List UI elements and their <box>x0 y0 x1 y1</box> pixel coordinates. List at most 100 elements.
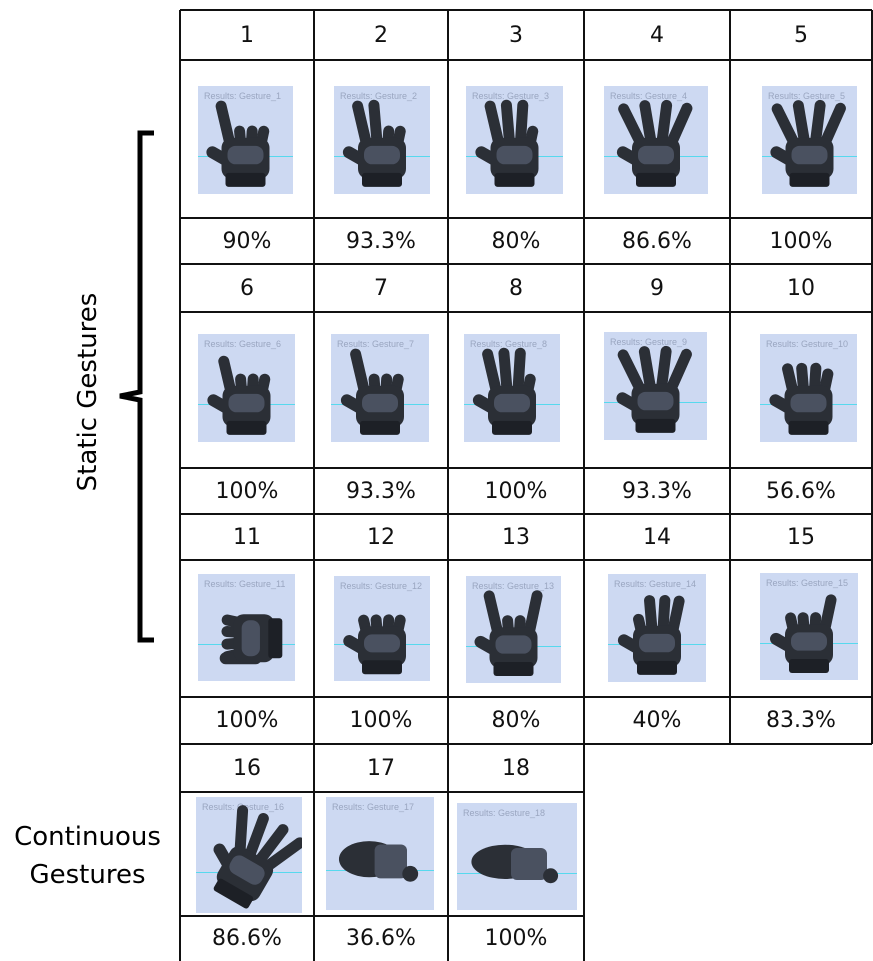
gesture-accuracy: 93.3% <box>346 228 416 254</box>
grid-hline <box>180 217 872 219</box>
gesture-number: 13 <box>502 524 530 550</box>
glove-hand-icon <box>213 805 302 909</box>
gesture-accuracy: 90% <box>222 228 272 254</box>
gesture-number: 15 <box>787 524 815 550</box>
gesture-caption: Results: Gesture_18 <box>463 808 546 818</box>
gesture-thumbnail: Results: Gesture_1 <box>198 86 293 194</box>
gesture-number: 5 <box>794 22 808 48</box>
glove-hand-icon <box>471 844 559 884</box>
gesture-number: 9 <box>650 275 664 301</box>
grid-hline <box>180 743 872 745</box>
gesture-number: 17 <box>367 755 395 781</box>
gesture-caption: Results: Gesture_6 <box>204 339 282 349</box>
glove-hand-icon <box>474 590 543 677</box>
gesture-accuracy: 86.6% <box>212 926 282 951</box>
gesture-number: 18 <box>502 755 530 781</box>
gesture-number: 8 <box>509 275 523 301</box>
gesture-number: 2 <box>374 22 388 48</box>
gesture-number: 16 <box>233 755 261 781</box>
gesture-thumbnail: Results: Gesture_2 <box>334 86 430 194</box>
gesture-accuracy: 83.3% <box>766 708 836 733</box>
glove-hand-icon <box>475 99 539 187</box>
gesture-number: 3 <box>509 22 523 48</box>
gesture-caption: Results: Gesture_3 <box>472 91 550 101</box>
grid-vline <box>313 10 315 961</box>
gesture-number: 1 <box>240 22 254 48</box>
glove-hand-icon <box>207 355 271 435</box>
grid-hline <box>180 791 584 793</box>
gesture-thumbnail: Results: Gesture_3 <box>466 86 563 194</box>
gesture-accuracy: 80% <box>491 708 541 733</box>
gesture-caption: Results: Gesture_9 <box>610 337 688 347</box>
gesture-number: 6 <box>240 275 254 301</box>
gesture-accuracy: 100% <box>349 708 413 733</box>
gesture-accuracy: 100% <box>484 478 548 504</box>
glove-hand-icon <box>616 345 692 433</box>
gesture-thumbnail: Results: Gesture_17 <box>326 797 434 910</box>
gesture-caption: Results: Gesture_12 <box>340 581 423 591</box>
gesture-accuracy: 80% <box>491 228 541 254</box>
gesture-accuracy: 100% <box>484 926 548 951</box>
grid-vline <box>179 10 181 961</box>
continuous-label-line2: Gestures <box>29 860 146 890</box>
glove-hand-icon <box>338 841 419 882</box>
static-gestures-brace <box>119 130 154 643</box>
gesture-accuracy: 93.3% <box>622 478 692 504</box>
gesture-caption: Results: Gesture_4 <box>610 91 688 101</box>
gesture-caption: Results: Gesture_5 <box>768 91 846 101</box>
grid-hline <box>180 263 872 265</box>
grid-hline <box>180 59 872 61</box>
gesture-caption: Results: Gesture_7 <box>337 339 415 349</box>
gesture-thumbnail: Results: Gesture_18 <box>457 803 577 910</box>
grid-hline <box>180 915 584 917</box>
gesture-caption: Results: Gesture_8 <box>470 339 548 349</box>
gesture-accuracy: 100% <box>215 478 279 504</box>
gesture-thumbnail: Results: Gesture_6 <box>198 334 295 442</box>
gesture-thumbnail: Results: Gesture_9 <box>604 332 707 440</box>
gesture-caption: Results: Gesture_1 <box>204 91 282 101</box>
glove-hand-icon <box>343 614 406 675</box>
grid-hline <box>180 467 872 469</box>
gesture-caption: Results: Gesture_11 <box>204 579 286 589</box>
grid-vline <box>871 10 873 744</box>
gesture-caption: Results: Gesture_2 <box>340 91 418 101</box>
gesture-caption: Results: Gesture_17 <box>332 802 415 812</box>
glove-hand-icon <box>219 614 283 665</box>
gesture-caption: Results: Gesture_10 <box>766 339 849 349</box>
gesture-accuracy: 93.3% <box>346 478 416 504</box>
grid-hline <box>180 559 872 561</box>
grid-hline <box>180 513 872 515</box>
glove-hand-icon <box>769 362 834 435</box>
gesture-thumbnail: Results: Gesture_5 <box>762 86 857 194</box>
gesture-number: 11 <box>233 524 261 550</box>
grid-hline <box>180 311 872 313</box>
grid-vline <box>729 10 731 744</box>
glove-hand-icon <box>617 595 685 675</box>
gesture-thumbnail: Results: Gesture_16 <box>196 797 302 913</box>
grid-hline <box>180 696 872 698</box>
glove-hand-icon <box>206 100 270 187</box>
gesture-thumbnail: Results: Gesture_11 <box>198 574 295 681</box>
gesture-thumbnail: Results: Gesture_14 <box>608 574 706 682</box>
grid-vline <box>447 10 449 961</box>
gesture-number: 12 <box>367 524 395 550</box>
static-gestures-label: Static Gestures <box>73 292 103 492</box>
gesture-caption: Results: Gesture_14 <box>614 579 697 589</box>
continuous-label-line1: Continuous <box>14 822 161 852</box>
gesture-number: 4 <box>650 22 664 48</box>
gesture-thumbnail: Results: Gesture_15 <box>760 573 858 680</box>
gesture-number: 14 <box>643 524 671 550</box>
glove-hand-icon <box>342 99 406 187</box>
gesture-thumbnail: Results: Gesture_12 <box>334 576 430 681</box>
gesture-number: 7 <box>374 275 388 301</box>
grid-hline <box>180 9 872 11</box>
gesture-thumbnail: Results: Gesture_8 <box>464 334 560 442</box>
glove-hand-icon <box>616 99 693 187</box>
gesture-thumbnail: Results: Gesture_13 <box>466 576 561 683</box>
glove-hand-icon <box>770 99 846 187</box>
gesture-thumbnail: Results: Gesture_10 <box>760 334 857 442</box>
gesture-caption: Results: Gesture_15 <box>766 578 849 588</box>
gesture-accuracy: 86.6% <box>622 228 692 254</box>
gesture-accuracy: 100% <box>215 708 279 733</box>
glove-hand-icon <box>472 347 536 435</box>
